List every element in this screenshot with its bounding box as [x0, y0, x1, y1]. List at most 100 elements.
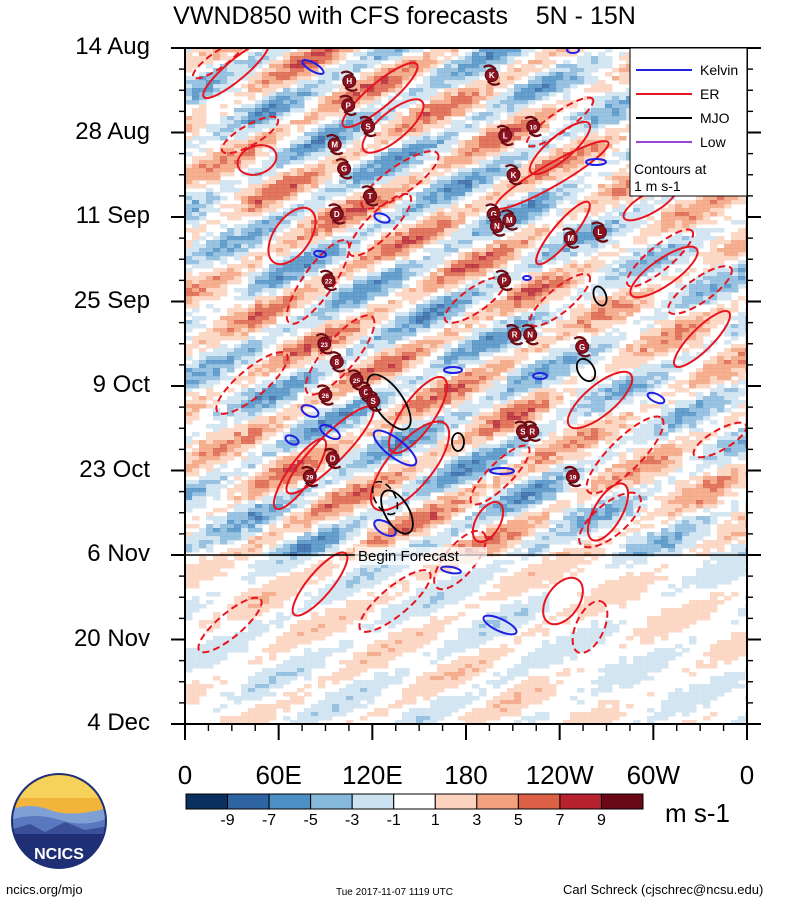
heatmap-cell	[311, 72, 319, 77]
heatmap-cell	[493, 68, 501, 73]
heatmap-cell	[185, 244, 193, 249]
heatmap-cell	[514, 108, 522, 113]
heatmap-cell	[472, 124, 480, 129]
heatmap-cell	[234, 316, 242, 321]
heatmap-cell	[416, 64, 424, 69]
heatmap-cell	[514, 124, 522, 129]
heatmap-cell	[276, 308, 284, 313]
heatmap-cell	[514, 100, 522, 105]
heatmap-cell	[668, 248, 676, 253]
heatmap-cell	[535, 216, 543, 221]
heatmap-cell	[479, 248, 487, 253]
heatmap-cell	[220, 276, 228, 281]
heatmap-cell	[500, 308, 508, 313]
heatmap-cell	[661, 224, 669, 229]
heatmap-cell	[619, 352, 627, 357]
heatmap-cell	[465, 260, 473, 265]
heatmap-cell	[444, 336, 452, 341]
heatmap-cell	[521, 68, 529, 73]
heatmap-cell	[570, 248, 578, 253]
heatmap-cell	[423, 232, 431, 237]
heatmap-cell	[234, 152, 242, 157]
heatmap-cell	[521, 260, 529, 265]
heatmap-cell	[451, 296, 459, 301]
heatmap-cell	[605, 188, 613, 193]
heatmap-cell	[360, 164, 368, 169]
heatmap-cell	[444, 148, 452, 153]
heatmap-cell	[402, 68, 410, 73]
heatmap-cell	[430, 212, 438, 217]
heatmap-cell	[598, 196, 606, 201]
heatmap-cell	[598, 324, 606, 329]
heatmap-cell	[724, 196, 732, 201]
heatmap-cell	[563, 260, 571, 265]
heatmap-cell	[185, 228, 193, 233]
heatmap-cell	[514, 132, 522, 137]
heatmap-cell	[269, 268, 277, 273]
heatmap-cell	[444, 60, 452, 65]
heatmap-cell	[584, 220, 592, 225]
heatmap-cell	[528, 244, 536, 249]
heatmap-cell	[528, 256, 536, 261]
heatmap-cell	[584, 240, 592, 245]
heatmap-cell	[591, 236, 599, 241]
heatmap-cell	[437, 80, 445, 85]
heatmap-cell	[402, 276, 410, 281]
heatmap-cell	[192, 300, 200, 305]
heatmap-cell	[521, 356, 529, 361]
heatmap-cell	[297, 320, 305, 325]
heatmap-cell	[577, 228, 585, 233]
heatmap-cell	[556, 356, 564, 361]
heatmap-cell	[521, 312, 529, 317]
heatmap-cell	[409, 164, 417, 169]
heatmap-cell	[318, 48, 326, 53]
heatmap-cell	[521, 308, 529, 313]
heatmap-cell	[318, 196, 326, 201]
heatmap-cell	[234, 240, 242, 245]
heatmap-cell	[241, 104, 249, 109]
heatmap-cell	[276, 156, 284, 161]
heatmap-cell	[248, 324, 256, 329]
heatmap-cell	[297, 96, 305, 101]
heatmap-cell	[416, 264, 424, 269]
heatmap-cell	[416, 224, 424, 229]
heatmap-cell	[535, 344, 543, 349]
heatmap-cell	[185, 184, 193, 189]
heatmap-cell	[675, 336, 683, 341]
heatmap-cell	[206, 256, 214, 261]
heatmap-cell	[262, 284, 270, 289]
heatmap-cell	[255, 232, 263, 237]
heatmap-cell	[577, 276, 585, 281]
y-tick-label: 14 Aug	[75, 33, 150, 60]
heatmap-cell	[521, 120, 529, 125]
heatmap-cell	[430, 76, 438, 81]
heatmap-cell	[696, 288, 704, 293]
heatmap-cell	[262, 48, 270, 53]
heatmap-cell	[500, 76, 508, 81]
heatmap-cell	[395, 104, 403, 109]
heatmap-cell	[682, 236, 690, 241]
heatmap-cell	[283, 284, 291, 289]
heatmap-cell	[423, 316, 431, 321]
heatmap-cell	[696, 244, 704, 249]
heatmap-cell	[696, 228, 704, 233]
heatmap-cell	[619, 112, 627, 117]
heatmap-cell	[633, 344, 641, 349]
heatmap-cell	[591, 68, 599, 73]
heatmap-cell	[255, 108, 263, 113]
heatmap-cell	[619, 56, 627, 61]
heatmap-cell	[325, 84, 333, 89]
heatmap-cell	[192, 324, 200, 329]
heatmap-cell	[584, 68, 592, 73]
heatmap-cell	[444, 168, 452, 173]
heatmap-cell	[591, 116, 599, 121]
heatmap-cell	[423, 340, 431, 345]
heatmap-cell	[318, 356, 326, 361]
heatmap-cell	[416, 92, 424, 97]
heatmap-cell	[381, 336, 389, 341]
heatmap-cell	[255, 276, 263, 281]
heatmap-cell	[493, 328, 501, 333]
heatmap-cell	[276, 296, 284, 301]
heatmap-cell	[220, 316, 228, 321]
heatmap-cell	[486, 48, 494, 53]
